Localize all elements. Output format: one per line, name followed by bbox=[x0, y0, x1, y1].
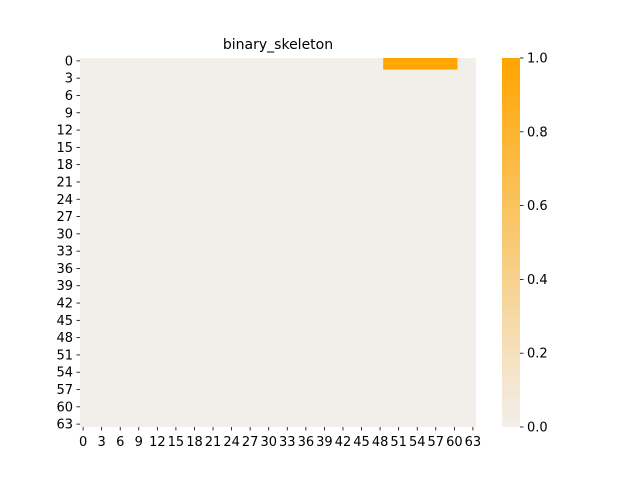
y-tick-label: 42 bbox=[56, 297, 73, 312]
x-tick-label: 12 bbox=[149, 435, 166, 450]
y-tick-label: 45 bbox=[56, 314, 73, 329]
x-tick-label: 9 bbox=[135, 435, 143, 450]
y-tick-label: 63 bbox=[56, 418, 73, 433]
x-tick-label: 51 bbox=[390, 435, 407, 450]
x-tick-label: 39 bbox=[316, 435, 333, 450]
x-axis: 0 3 6 9 12 15 18 21 24 27 30 33 36 39 42 45 48 51 54 57 60 63 bbox=[79, 427, 481, 450]
x-tick-label: 24 bbox=[223, 435, 240, 450]
y-tick-label: 51 bbox=[56, 348, 73, 363]
colorbar-tick-label: 0.4 bbox=[527, 273, 548, 288]
colorbar-tick-label: 0.0 bbox=[527, 421, 548, 436]
heatmap-cell-active bbox=[383, 58, 458, 64]
y-tick-label: 48 bbox=[56, 331, 73, 346]
x-tick-label: 60 bbox=[446, 435, 463, 450]
colorbar-tick-label: 0.6 bbox=[527, 199, 548, 214]
y-tick-label: 57 bbox=[56, 383, 73, 398]
y-tick-label: 27 bbox=[56, 210, 73, 225]
y-tick-label: 3 bbox=[65, 72, 73, 87]
colorbar: 0.0 0.2 0.4 0.6 0.8 1.0 bbox=[502, 52, 548, 436]
x-tick-label: 30 bbox=[260, 435, 277, 450]
x-tick-label: 48 bbox=[372, 435, 389, 450]
x-tick-label: 3 bbox=[98, 435, 106, 450]
x-tick-label: 6 bbox=[116, 435, 124, 450]
heatmap-cell-active bbox=[383, 63, 458, 70]
colorbar-gradient bbox=[502, 58, 520, 427]
y-tick-label: 0 bbox=[65, 54, 73, 69]
y-tick-label: 30 bbox=[56, 227, 73, 242]
y-tick-label: 9 bbox=[65, 106, 73, 121]
y-tick-label: 21 bbox=[56, 175, 73, 190]
x-tick-label: 57 bbox=[428, 435, 445, 450]
x-tick-label: 18 bbox=[186, 435, 203, 450]
x-tick-label: 33 bbox=[279, 435, 296, 450]
colorbar-tick-label: 0.8 bbox=[527, 125, 548, 140]
x-tick-label: 15 bbox=[168, 435, 185, 450]
colorbar-tick-label: 1.0 bbox=[527, 52, 548, 67]
y-tick-label: 36 bbox=[56, 262, 73, 277]
x-tick-label: 45 bbox=[353, 435, 370, 450]
y-tick-label: 24 bbox=[56, 193, 73, 208]
x-tick-label: 63 bbox=[465, 435, 482, 450]
x-tick-label: 36 bbox=[298, 435, 315, 450]
x-tick-label: 0 bbox=[79, 435, 87, 450]
plot-area bbox=[80, 58, 476, 427]
y-tick-label: 60 bbox=[56, 400, 73, 415]
x-tick-label: 21 bbox=[205, 435, 222, 450]
y-tick-label: 33 bbox=[56, 245, 73, 260]
heatmap-background bbox=[80, 58, 476, 427]
y-tick-label: 6 bbox=[65, 89, 73, 104]
y-tick-label: 12 bbox=[56, 124, 73, 139]
y-tick-label: 39 bbox=[56, 279, 73, 294]
x-tick-label: 54 bbox=[409, 435, 426, 450]
y-tick-label: 54 bbox=[56, 366, 73, 381]
chart-title: binary_skeleton bbox=[223, 37, 333, 53]
x-tick-label: 27 bbox=[242, 435, 259, 450]
y-tick-label: 15 bbox=[56, 141, 73, 156]
colorbar-tick-label: 0.2 bbox=[527, 347, 548, 362]
y-tick-label: 18 bbox=[56, 158, 73, 173]
x-tick-label: 42 bbox=[335, 435, 352, 450]
